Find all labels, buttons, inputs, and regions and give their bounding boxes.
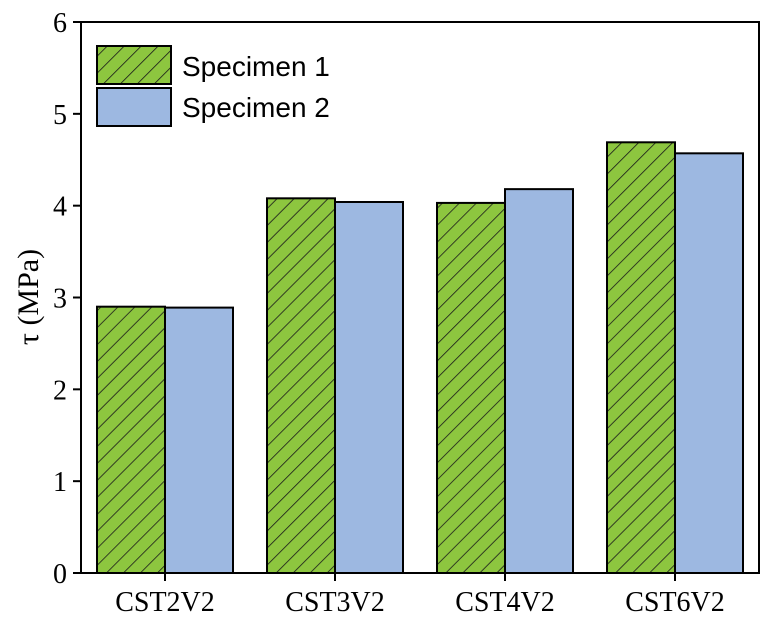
bar-cst4v2-specimen-2 bbox=[504, 188, 574, 575]
y-tick-label: 1 bbox=[53, 467, 67, 498]
x-tick-label: CST2V2 bbox=[115, 587, 215, 618]
y-tick-label: 6 bbox=[53, 8, 67, 39]
x-axis: CST2V2 CST3V2 CST4V2 CST6V2 bbox=[115, 573, 725, 618]
legend-swatch-specimen-1 bbox=[96, 45, 172, 85]
y-axis-title: τ (MPa) bbox=[12, 249, 45, 345]
x-tick-label: CST4V2 bbox=[455, 587, 555, 618]
y-axis: 0 1 2 3 4 5 6 bbox=[53, 8, 81, 590]
x-tick-label: CST3V2 bbox=[285, 587, 385, 618]
x-tick-label: CST6V2 bbox=[625, 587, 725, 618]
bar-cst3v2-specimen-2 bbox=[334, 200, 404, 574]
y-tick-label: 3 bbox=[53, 284, 67, 315]
bar-cst6v2-specimen-2 bbox=[674, 152, 744, 575]
bar-cst6v2-specimen-1 bbox=[606, 141, 676, 574]
legend-swatch-specimen-2 bbox=[96, 87, 172, 127]
bar-cst4v2-specimen-1 bbox=[436, 201, 506, 575]
legend-label-specimen-2: Specimen 2 bbox=[182, 92, 330, 123]
legend: Specimen 1 Specimen 2 bbox=[96, 45, 330, 127]
bar-cst2v2-specimen-2 bbox=[164, 306, 234, 574]
bars-layer bbox=[96, 141, 744, 575]
y-tick-label: 4 bbox=[53, 192, 67, 223]
bar-cst2v2-specimen-1 bbox=[96, 305, 166, 574]
y-tick-label: 2 bbox=[53, 375, 67, 406]
bar-cst3v2-specimen-1 bbox=[266, 197, 336, 574]
y-tick-label: 0 bbox=[53, 559, 67, 590]
legend-label-specimen-1: Specimen 1 bbox=[182, 51, 330, 82]
y-tick-label: 5 bbox=[53, 100, 67, 131]
